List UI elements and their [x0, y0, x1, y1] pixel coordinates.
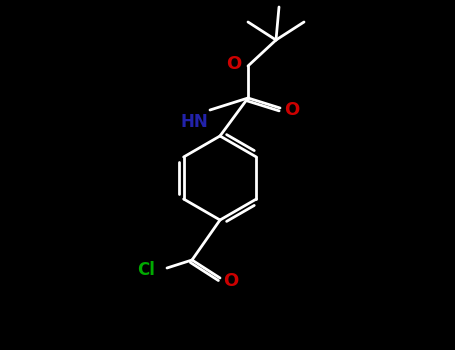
Text: O: O — [284, 101, 299, 119]
Text: Cl: Cl — [137, 261, 155, 279]
Text: HN: HN — [180, 113, 208, 131]
Text: O: O — [226, 55, 241, 73]
Text: O: O — [223, 272, 238, 290]
